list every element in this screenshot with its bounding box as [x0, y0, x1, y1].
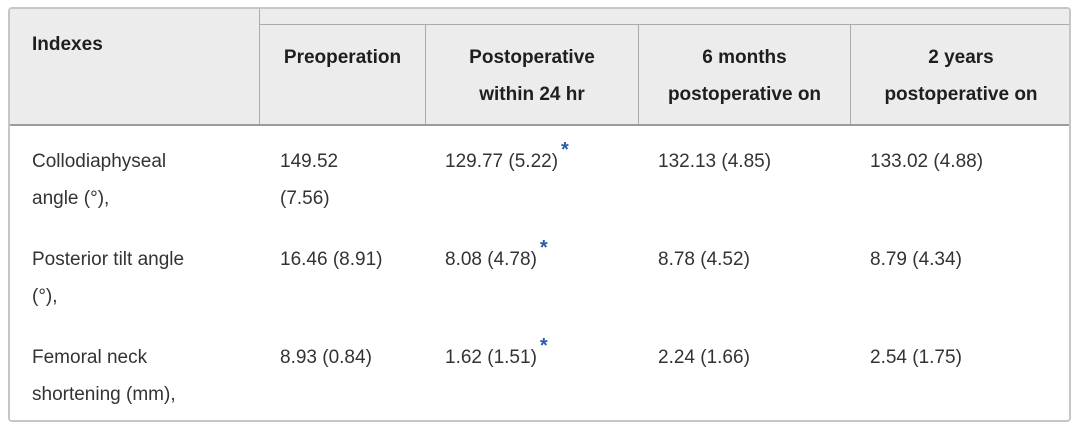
row-label-line: (°), — [32, 286, 58, 307]
indexes-header-label: Indexes — [32, 34, 103, 55]
table-cell: 133.02 (4.88) — [850, 126, 1069, 224]
row-label-collodiaphyseal-angle: Collodiaphyseal angle (°), — [10, 126, 260, 224]
column-header-line: 6 months — [702, 47, 787, 68]
column-header-line: Preoperation — [283, 47, 402, 68]
row-label-line: Collodiaphyseal — [32, 151, 167, 172]
column-header-postoperative-24hr: Postoperative within 24 hr — [425, 25, 638, 124]
table-row: Femoral neck shortening (mm), 8.93 (0.84… — [10, 322, 1069, 420]
column-header-line: postoperative on — [884, 84, 1038, 105]
footnote-asterisk[interactable]: * — [539, 334, 548, 357]
table-cell: 8.93 (0.84) — [260, 322, 425, 420]
table-cell: 2.24 (1.66) — [638, 322, 850, 420]
table-header: Indexes Preoperation Postoperative withi… — [10, 9, 1069, 126]
cell-value: 2.54 (1.75) — [870, 347, 962, 368]
cell-value: 16.46 (8.91) — [280, 249, 383, 270]
header-group-spacer — [260, 9, 1069, 25]
column-header-line: postoperative on — [667, 84, 822, 105]
table-row: Collodiaphyseal angle (°), 149.52 (7.56)… — [10, 126, 1069, 224]
row-label-posterior-tilt-angle: Posterior tilt angle (°), — [10, 224, 260, 322]
row-label-line: angle (°), — [32, 188, 110, 209]
indexes-header-cell: Indexes — [10, 9, 260, 124]
table-cell: 1.62 (1.51)* — [425, 322, 638, 420]
table-row: Posterior tilt angle (°), 16.46 (8.91) 8… — [10, 224, 1069, 322]
table-cell: 149.52 (7.56) — [260, 126, 425, 224]
table-cell: 8.78 (4.52) — [638, 224, 850, 322]
column-header-preoperation: Preoperation — [260, 25, 425, 124]
header-right-section: Preoperation Postoperative within 24 hr … — [260, 9, 1069, 124]
table-cell: 8.08 (4.78)* — [425, 224, 638, 322]
footnote-asterisk[interactable]: * — [539, 236, 548, 259]
column-header-line: 2 years — [928, 47, 994, 68]
cell-value: 132.13 (4.85) — [658, 151, 772, 172]
column-header-line: Postoperative — [469, 47, 595, 68]
cell-value: 2.24 (1.66) — [658, 347, 750, 368]
column-headers-row: Preoperation Postoperative within 24 hr … — [260, 25, 1069, 124]
column-header-6-months: 6 months postoperative on — [638, 25, 850, 124]
results-table: Indexes Preoperation Postoperative withi… — [8, 7, 1071, 422]
cell-value: 129.77 (5.22) — [445, 151, 559, 172]
table-cell: 16.46 (8.91) — [260, 224, 425, 322]
row-label-line: Posterior tilt angle — [32, 249, 185, 270]
cell-value: 8.79 (4.34) — [870, 249, 962, 270]
cell-value: 8.78 (4.52) — [658, 249, 750, 270]
row-label-line: shortening (mm), — [32, 384, 176, 405]
cell-value: 149.52 — [280, 151, 339, 172]
cell-value: (7.56) — [280, 188, 330, 209]
table-cell: 2.54 (1.75) — [850, 322, 1069, 420]
table-cell: 129.77 (5.22)* — [425, 126, 638, 224]
column-header-line: within 24 hr — [479, 84, 585, 105]
row-label-line: Femoral neck — [32, 347, 148, 368]
column-header-2-years: 2 years postoperative on — [850, 25, 1069, 124]
footnote-asterisk[interactable]: * — [561, 138, 569, 161]
cell-value: 8.93 (0.84) — [280, 347, 372, 368]
cell-value: 8.08 (4.78) — [445, 249, 537, 270]
cell-value: 133.02 (4.88) — [870, 151, 984, 172]
table-cell: 132.13 (4.85) — [638, 126, 850, 224]
table-cell: 8.79 (4.34) — [850, 224, 1069, 322]
row-label-femoral-neck-shortening: Femoral neck shortening (mm), — [10, 322, 260, 420]
cell-value: 1.62 (1.51) — [445, 347, 537, 368]
table-body: Collodiaphyseal angle (°), 149.52 (7.56)… — [10, 126, 1069, 420]
